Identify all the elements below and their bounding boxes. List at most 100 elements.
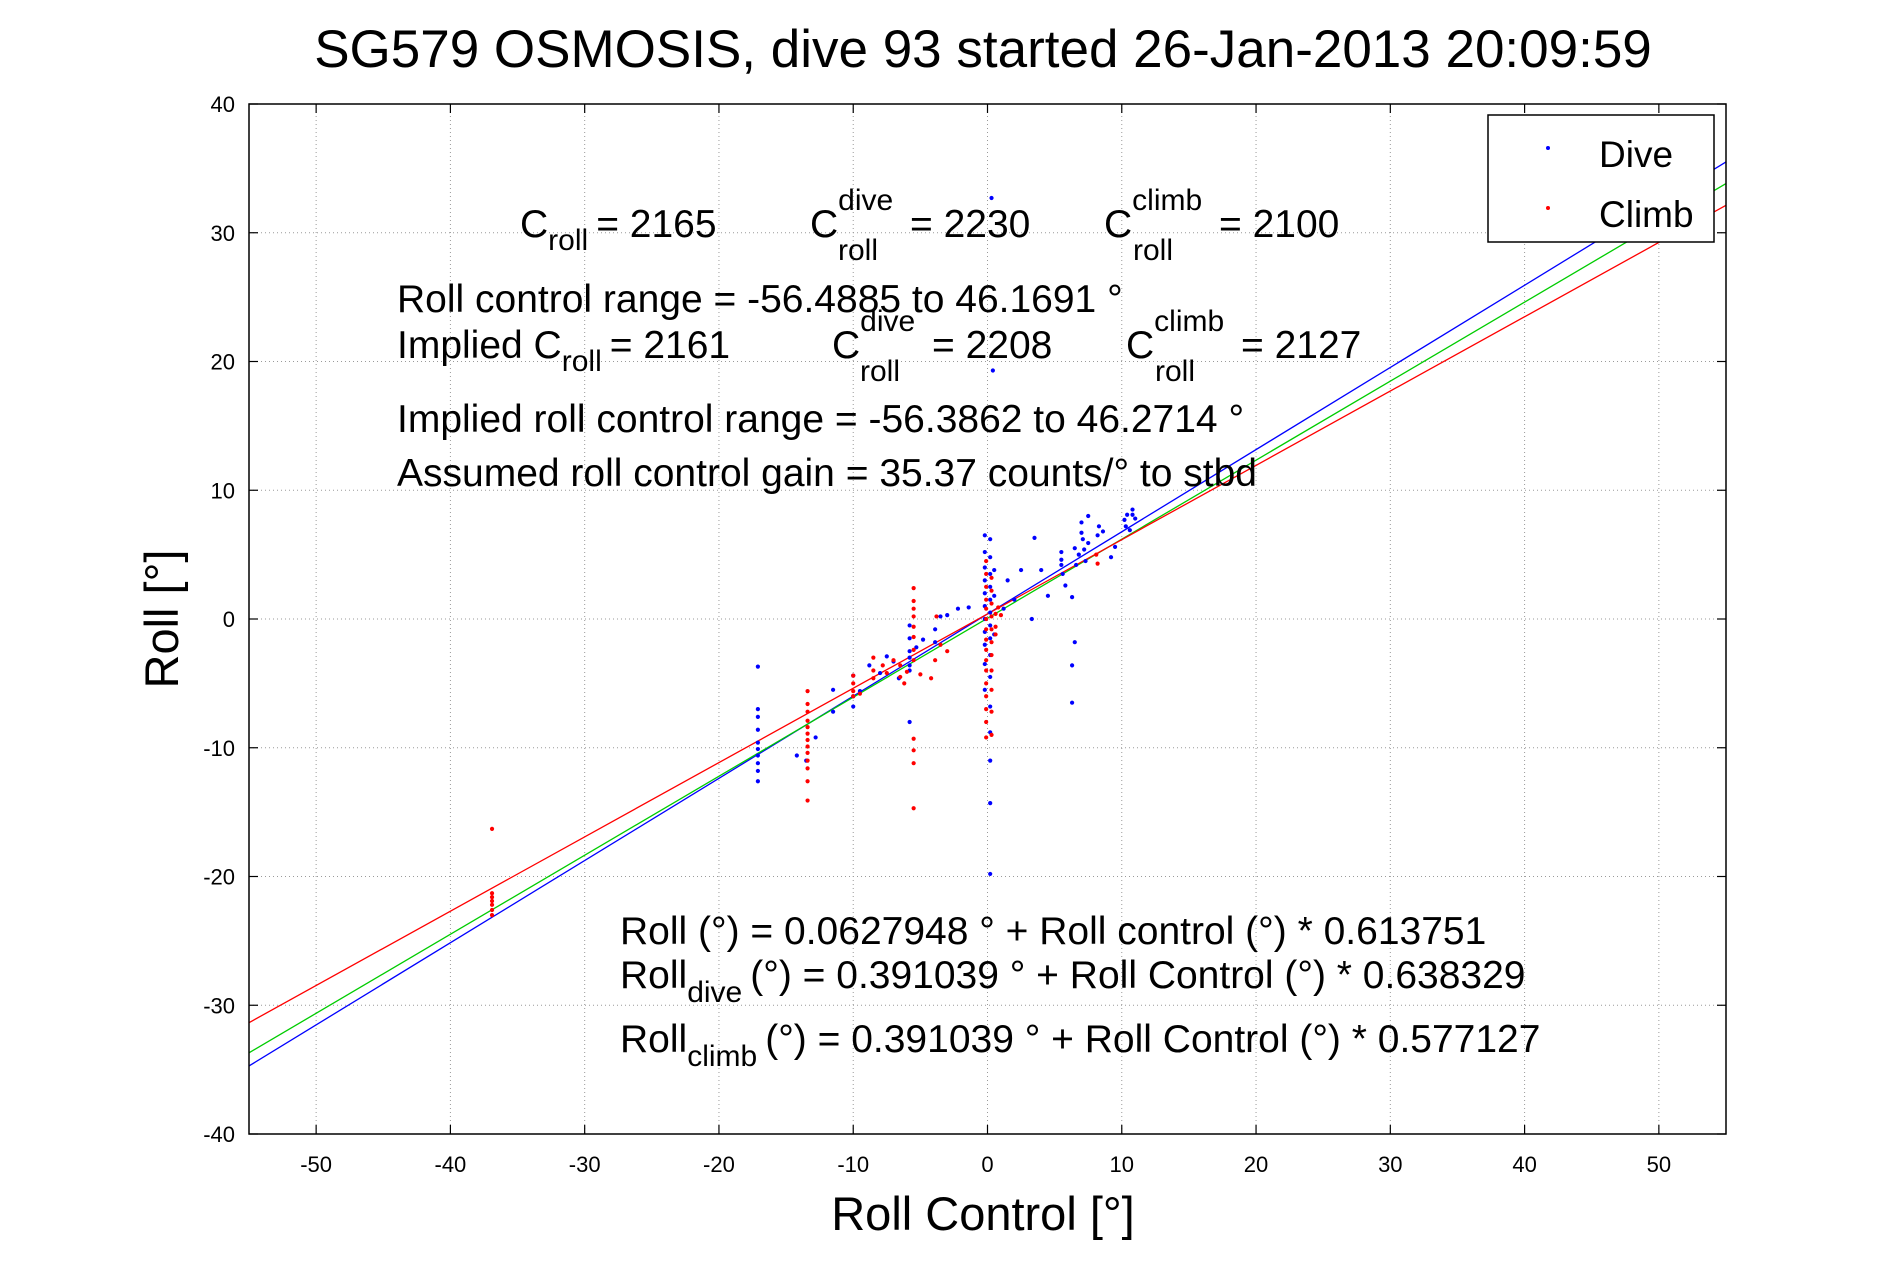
dive-point [989,195,994,201]
dive-point [907,655,912,660]
dive-point [755,753,760,758]
dive-point [982,549,987,555]
dive-point [988,571,993,577]
climb-point [911,598,916,604]
climb-point [989,652,994,658]
dive-point [877,670,883,676]
climb-point [911,748,916,753]
dive-point [1130,512,1135,517]
dive-point [988,801,993,806]
dive-point [755,727,760,732]
climb-point [911,624,916,629]
annotation-eq-dive: Rolldive (°) = 0.391039 ° + Roll Control … [620,954,1525,1009]
dive-point [955,606,961,611]
climb-point [989,640,994,645]
climb-point [911,586,916,591]
y-axis-label: Roll [°] [135,550,188,689]
climb-point [989,709,994,714]
dive-point [982,591,987,596]
climb-point [993,611,998,616]
climb-point [871,655,876,660]
dive-point [933,640,938,645]
climb-point [998,613,1004,618]
annotations: Croll = 2165 Cdive roll= 2230 Cclimb roll= … [397,184,1540,1073]
climb-point [805,718,810,723]
climb-point [984,681,989,686]
climb-point [984,719,989,725]
climb-point [984,627,989,632]
climb-point [489,913,495,918]
climb-point [911,614,916,619]
x-tick-label: -20 [703,1152,735,1177]
x-tick-label: 50 [1647,1152,1671,1177]
data-points [489,195,1138,918]
dive-point [755,746,760,752]
annotation-implied-c-roll-dive: Cdive roll= 2208 [832,305,1052,388]
climb-point [805,798,810,803]
dive-point [914,645,919,650]
climb-point [984,597,989,602]
dive-point [1074,562,1079,568]
climb-point [984,606,989,611]
climb-point [989,668,994,673]
dive-point [988,636,993,641]
dive-point [982,642,987,647]
y-tick-label: -30 [203,993,235,1018]
climb-point [929,676,934,681]
dive-point [1069,663,1075,668]
dive-point [982,661,987,667]
annotation-c-roll-climb: Cclimb roll= 2100 [1104,184,1339,267]
climb-point [851,681,856,686]
dive-point [1123,524,1128,529]
climb-point [805,709,810,714]
x-tick-label: -30 [569,1152,601,1177]
dive-point [945,613,950,618]
dive-point [982,687,987,692]
annotation-implied-c-roll-climb: Cclimb roll= 2127 [1126,305,1361,388]
dive-point [966,605,971,610]
climb-point [984,637,989,642]
legend-dive-label: Dive [1599,134,1673,175]
dive-point [988,597,993,602]
y-tick-label: 20 [211,350,235,375]
climb-point [996,605,1001,610]
dive-point [1039,567,1044,573]
dive-point [755,761,760,766]
x-tick-label: -50 [300,1152,332,1177]
x-tick-label: 10 [1110,1152,1134,1177]
dive-point [907,636,912,641]
annotation-implied-range: Implied roll control range = -56.3862 to… [397,398,1244,441]
dive-point [1072,546,1077,551]
dive-point [1080,537,1085,542]
y-tick-label: 30 [211,221,235,246]
dive-point [1059,562,1064,568]
dive-point [755,740,760,745]
dive-point [1122,517,1127,522]
x-tick-label: 20 [1244,1152,1268,1177]
climb-point [938,642,943,647]
dive-point [755,714,760,719]
legend-climb-label: Climb [1599,194,1694,235]
dive-point [1096,524,1102,529]
dive-point [1001,606,1006,611]
legend-box [1487,114,1715,243]
climb-point [984,558,989,564]
legend: Dive Climb [1487,114,1715,243]
dive-point [982,565,987,570]
dive-point [938,614,943,619]
dive-point [1086,513,1091,519]
dive-point [992,593,997,598]
annotation-eq-climb: Rollclimb (°) = 0.391039 ° + Roll Control… [620,1018,1540,1073]
dive-point [830,709,836,714]
climb-point [851,673,856,678]
dive-point [1069,595,1075,600]
dive-point [1045,593,1051,598]
chart-title: SG579 OSMOSIS, dive 93 started 26-Jan-20… [314,20,1652,79]
dive-point [830,687,836,692]
dive-point [1133,516,1138,521]
dive-point [992,567,997,573]
climb-point [911,761,916,766]
climb-point [805,731,810,736]
annotation-c-roll-dive: Cdive roll= 2230 [810,184,1030,267]
